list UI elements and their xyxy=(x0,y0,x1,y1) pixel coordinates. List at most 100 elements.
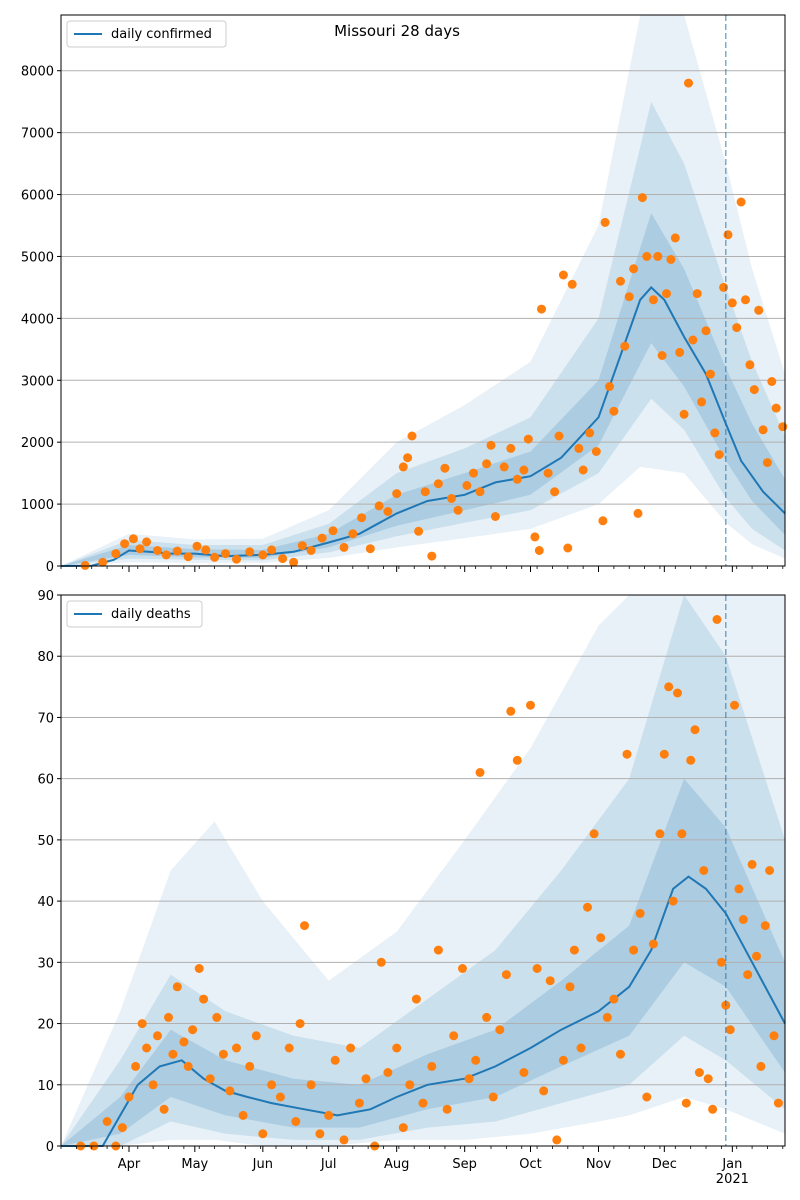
observed-point xyxy=(376,957,386,967)
observed-point xyxy=(464,1074,474,1084)
observed-point xyxy=(710,428,720,438)
y-tick-label: 3000 xyxy=(21,374,54,389)
observed-point xyxy=(550,487,560,497)
observed-point xyxy=(317,533,327,543)
observed-point xyxy=(471,1055,481,1065)
observed-point xyxy=(440,463,450,473)
observed-point xyxy=(407,431,417,441)
observed-point xyxy=(629,264,639,274)
observed-point xyxy=(666,255,676,264)
observed-point xyxy=(697,397,707,407)
observed-point xyxy=(442,1104,452,1114)
observed-point xyxy=(653,251,663,261)
x-tick-label: May xyxy=(181,1157,208,1172)
observed-point xyxy=(589,829,599,839)
observed-point xyxy=(245,547,255,557)
y-tick-label: 1000 xyxy=(21,498,54,513)
observed-point xyxy=(267,545,277,555)
observed-point xyxy=(642,1092,652,1102)
band-outer-area xyxy=(61,15,785,566)
observed-point xyxy=(427,551,437,561)
plot-frame xyxy=(60,14,786,567)
observed-point xyxy=(578,465,588,475)
observed-point xyxy=(488,1092,498,1102)
observed-point xyxy=(569,945,579,955)
observed-point xyxy=(164,1012,173,1022)
y-tick-label: 7000 xyxy=(21,127,54,142)
band-mid-area xyxy=(61,595,785,1146)
y-tick-label: 0 xyxy=(46,1140,54,1155)
observed-point xyxy=(392,489,402,499)
observed-point xyxy=(519,1068,529,1077)
observed-point xyxy=(392,1043,402,1053)
deaths-panel: 0 10 20 30 40 50 60 70 80 90 Apr May Jun Jul Aug Sep Oct… xyxy=(37,589,786,1187)
observed-point xyxy=(251,1031,261,1041)
observed-point xyxy=(128,534,138,544)
x-tick-label: Oct xyxy=(519,1157,541,1172)
observed-point xyxy=(506,706,516,716)
observed-point xyxy=(716,957,726,967)
observed-point xyxy=(420,487,430,497)
observed-point xyxy=(767,377,777,386)
observed-point xyxy=(752,951,761,961)
x-tick-label: Jul xyxy=(320,1157,337,1172)
observed-point xyxy=(519,465,529,475)
observed-point xyxy=(433,479,443,489)
observed-point xyxy=(148,1080,158,1090)
observed-point xyxy=(675,347,685,357)
observed-point xyxy=(736,197,746,207)
y-tick-label: 50 xyxy=(37,834,54,849)
observed-point xyxy=(574,443,584,453)
observed-point xyxy=(475,768,485,777)
confirmed-legend: daily confirmed xyxy=(66,20,227,48)
y-tick-label: 0 xyxy=(46,560,54,575)
observed-point xyxy=(576,1043,586,1053)
observed-point xyxy=(137,1019,147,1029)
y-tick-label: 10 xyxy=(37,1079,54,1094)
confirmed-panel: 0 1000 2000 3000 4000 5000 6000 7000 8000 Missou… xyxy=(21,14,788,575)
observed-point xyxy=(543,468,553,478)
observed-point xyxy=(153,546,162,555)
observed-point xyxy=(365,544,375,554)
observed-point xyxy=(291,1117,301,1126)
observed-point xyxy=(591,447,601,456)
y-tick-label: 2000 xyxy=(21,436,54,451)
observed-point xyxy=(168,1049,178,1059)
observed-point xyxy=(361,1074,371,1084)
observed-point xyxy=(284,1043,294,1053)
deaths-grid xyxy=(61,594,785,1147)
observed-point xyxy=(339,1135,349,1145)
observed-point xyxy=(723,230,733,240)
observed-point xyxy=(719,282,729,292)
observed-point xyxy=(756,1061,766,1071)
observed-point xyxy=(778,422,788,432)
observed-point xyxy=(657,351,667,360)
observed-point xyxy=(609,406,619,416)
band-mid-area xyxy=(61,101,785,566)
observed-point xyxy=(295,1019,305,1029)
observed-point xyxy=(414,526,424,536)
observed-point xyxy=(727,298,737,308)
observed-point xyxy=(679,409,689,419)
observed-point xyxy=(690,725,700,735)
observed-point xyxy=(458,964,467,973)
chart-title: Missouri 28 days xyxy=(334,22,460,40)
observed-point xyxy=(188,1025,198,1035)
observed-point xyxy=(629,945,639,955)
observed-point xyxy=(306,546,316,555)
observed-point xyxy=(684,78,693,88)
observed-point xyxy=(694,1068,704,1077)
observed-point xyxy=(714,450,724,460)
x-tick-label: Jan xyxy=(721,1157,742,1172)
observed-point xyxy=(482,459,492,469)
observed-point xyxy=(741,295,750,305)
y-tick-label: 6000 xyxy=(21,189,54,204)
x-tick-label: Dec xyxy=(652,1157,677,1172)
observed-point xyxy=(558,1055,568,1065)
observed-point xyxy=(486,440,496,450)
observed-point xyxy=(712,615,722,624)
observed-point xyxy=(705,369,715,379)
y-tick-label: 70 xyxy=(37,711,54,726)
observed-point xyxy=(192,541,202,551)
deaths-legend: daily deaths xyxy=(66,600,203,628)
